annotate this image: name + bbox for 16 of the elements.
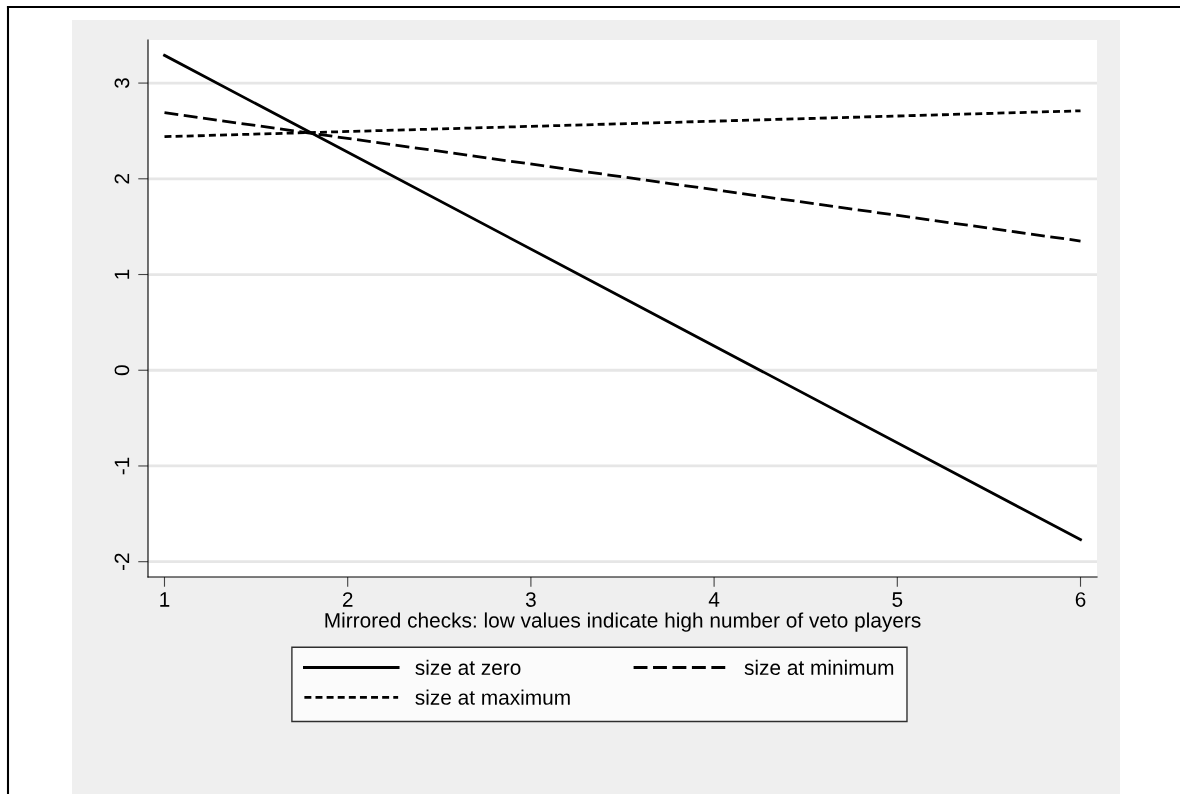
y-tick-label: -1 — [114, 457, 130, 475]
x-tick-label: 4 — [708, 592, 720, 607]
legend-label: size at minimum — [744, 659, 894, 676]
y-tick-label: 2 — [114, 174, 130, 184]
x-tick-label: 3 — [525, 592, 536, 607]
legend-label: size at maximum — [415, 689, 570, 705]
x-tick-label: 2 — [342, 592, 353, 607]
y-tick-label: -2 — [114, 553, 130, 571]
x-axis-title: Mirrored checks: low values indicate high number of veto players — [325, 612, 921, 632]
y-tick-label: 1 — [114, 269, 130, 279]
legend-label: size at zero — [415, 659, 521, 676]
x-tick-label: 5 — [892, 592, 903, 607]
x-tick-label: 6 — [1075, 592, 1086, 607]
y-tick-label: 3 — [114, 78, 130, 89]
x-tick-label: 1 — [160, 592, 170, 607]
y-tick-label: 0 — [114, 365, 130, 376]
